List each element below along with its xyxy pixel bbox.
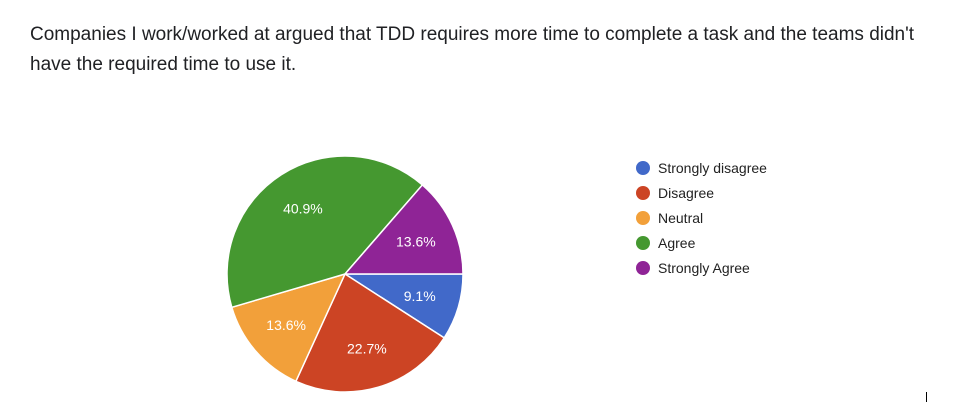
pie-data-label: 13.6% xyxy=(396,234,436,250)
legend-item: Agree xyxy=(636,230,767,255)
legend-swatch xyxy=(636,185,650,200)
pie-data-label: 13.6% xyxy=(266,317,306,333)
legend-item: Disagree xyxy=(636,180,767,205)
legend-swatch xyxy=(636,235,650,250)
legend-item: Strongly Agree xyxy=(636,255,767,280)
legend-label: Disagree xyxy=(658,184,715,201)
legend-label: Strongly disagree xyxy=(658,159,767,176)
pie-data-label: 22.7% xyxy=(347,341,387,357)
legend-label: Neutral xyxy=(658,209,704,226)
legend-label: Agree xyxy=(658,234,696,251)
legend-swatch xyxy=(636,160,650,175)
pie-data-label: 40.9% xyxy=(283,200,323,216)
legend-swatch xyxy=(636,260,650,275)
pie-slice-agree xyxy=(226,155,424,309)
legend-label: Strongly Agree xyxy=(658,259,750,276)
pie-slice-neutral xyxy=(230,272,347,383)
chart-legend: Strongly disagree Disagree Neutral Agree Str… xyxy=(636,155,767,280)
legend-item: Strongly disagree xyxy=(636,155,767,180)
pie-slice-strongly-agree xyxy=(343,183,464,275)
legend-item: Neutral xyxy=(636,205,767,230)
legend-swatch xyxy=(636,210,650,225)
pie-data-label: 9.1% xyxy=(404,288,436,304)
text-cursor xyxy=(926,392,927,402)
pie-slice-disagree xyxy=(294,272,446,393)
question-title: Companies I work/worked at argued that T… xyxy=(30,24,915,75)
